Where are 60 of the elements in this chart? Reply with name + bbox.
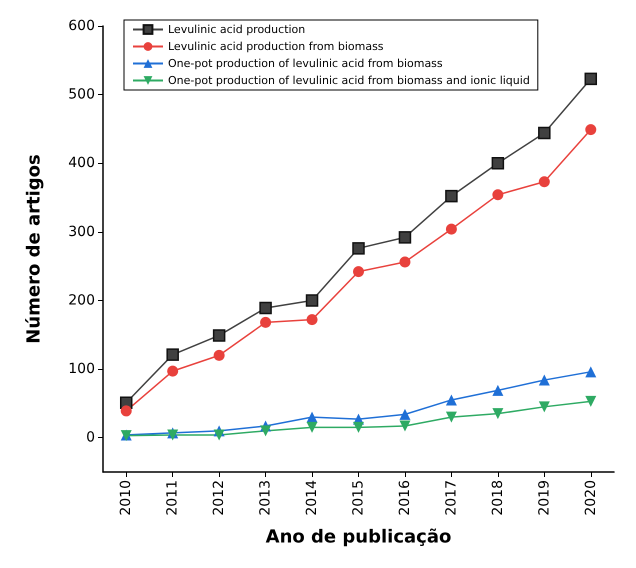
point (538, 374, 550, 386)
point (492, 156, 504, 170)
point (166, 348, 179, 361)
x-axis-title: Ano de publicação (266, 526, 452, 548)
point (167, 366, 178, 377)
point (353, 266, 364, 278)
x-tick-label: 2019 (536, 480, 552, 516)
point (585, 396, 596, 407)
point (214, 350, 225, 361)
point (538, 176, 550, 188)
x-tick-label: 2015 (350, 480, 366, 516)
point (214, 429, 225, 440)
point (492, 189, 504, 200)
legend-label: Levulinic acid production (168, 23, 306, 36)
point (446, 412, 457, 423)
y-tick-label: 0 (86, 430, 95, 446)
x-tick-label: 2010 (118, 480, 134, 516)
x-tick-label: 2012 (211, 480, 228, 516)
point (492, 384, 504, 396)
legend-label: Levulinic acid production from biomass (168, 40, 384, 53)
point (538, 401, 550, 412)
point (306, 422, 318, 433)
legend-label: One-pot production of levulinic acid from biomass and ionic liquid (168, 74, 530, 87)
point (445, 190, 458, 202)
y-tick-label: 300 (68, 224, 95, 240)
point (584, 72, 598, 86)
point (446, 224, 457, 235)
point (212, 329, 226, 342)
point (446, 394, 457, 406)
x-tick-label: 2020 (582, 480, 599, 516)
point (399, 420, 410, 432)
y-axis-title: Número de artigos (24, 154, 44, 344)
y-tick-label: 100 (68, 361, 95, 378)
point (352, 242, 365, 255)
point (399, 408, 410, 420)
point (260, 425, 272, 436)
point (585, 366, 596, 378)
point (306, 412, 318, 423)
point (399, 256, 410, 268)
x-tick-label: 2017 (443, 480, 460, 516)
x-tick-label: 2013 (258, 480, 274, 516)
point (260, 316, 272, 328)
x-tick-label: 2016 (396, 480, 413, 516)
point (353, 422, 364, 433)
y-tick-label: 500 (68, 86, 95, 103)
point (306, 294, 318, 307)
x-tick-label: 2011 (164, 480, 181, 516)
x-tick-label: 2018 (490, 480, 506, 516)
point (306, 314, 318, 326)
y-tick-label: 200 (68, 292, 95, 308)
point (398, 231, 412, 244)
point (538, 126, 551, 140)
point (259, 302, 272, 314)
legend-label: One-pot production of levulinic acid from biomass (168, 57, 443, 70)
point (120, 405, 132, 416)
x-tick-label: 2014 (304, 480, 320, 516)
point (585, 124, 596, 136)
point (492, 408, 504, 420)
y-tick-label: 600 (68, 18, 95, 34)
y-tick-label: 400 (68, 155, 95, 172)
